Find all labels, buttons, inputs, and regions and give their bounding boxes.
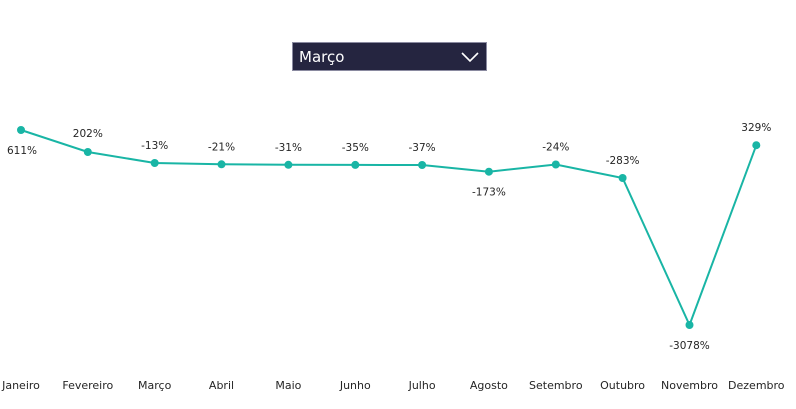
x-tick-label: Julho [408,379,436,392]
month-filter-dropdown[interactable]: Março [292,42,487,71]
data-point[interactable] [618,174,627,182]
x-tick-label: Agosto [470,379,508,392]
data-point[interactable] [418,161,427,169]
series-line [20,129,758,328]
dropdown-selected-value: Março [299,48,345,66]
data-label: -173% [472,187,506,199]
data-label: -21% [208,141,235,153]
data-point[interactable] [551,160,560,169]
x-axis-tick-layer: Janeiro Fevereiro Março Abril Maio Junho Julho… [1,379,785,392]
data-point[interactable] [284,160,293,169]
x-tick-label: Março [138,379,172,392]
data-point[interactable] [484,167,493,176]
data-label: -283% [606,155,640,167]
chevron-down-icon [461,52,479,63]
x-tick-label: Maio [275,379,301,392]
data-label: -24% [542,142,569,154]
data-point[interactable] [217,160,226,169]
data-label: 329% [741,122,771,134]
data-point[interactable] [685,321,694,329]
data-label: -3078% [669,340,710,352]
data-label: -13% [141,140,168,152]
data-point[interactable] [150,159,159,167]
x-tick-label: Outubro [600,379,645,392]
x-tick-label: Dezembro [728,379,785,392]
x-tick-label: Setembro [529,379,583,392]
data-point[interactable] [351,160,360,169]
series-layer [17,126,761,329]
data-point[interactable] [83,148,92,156]
data-label-layer: 611% 202% -13% -21% -31% -35% -37% -173% -24% -28… [7,122,771,352]
data-point[interactable] [17,126,25,134]
data-label: -35% [342,142,369,154]
x-tick-label: Fevereiro [62,379,113,392]
data-point[interactable] [752,141,761,150]
data-label: 611% [7,145,37,157]
data-label: 202% [73,128,103,140]
x-tick-label: Junho [339,379,371,392]
x-tick-label: Janeiro [1,379,40,392]
data-label: -31% [275,142,302,154]
x-tick-label: Abril [209,379,234,392]
x-tick-label: Novembro [661,379,718,392]
data-label: -37% [409,142,436,154]
